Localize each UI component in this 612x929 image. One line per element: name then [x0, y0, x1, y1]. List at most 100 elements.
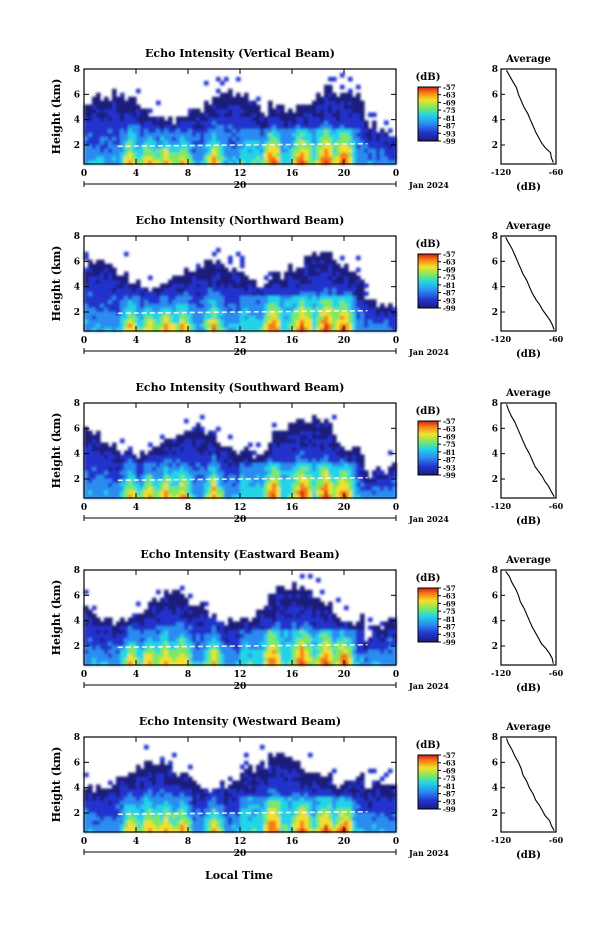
avg-y-tick-label: 2 — [492, 141, 498, 151]
bright-band-line — [117, 810, 368, 816]
y-tick-label: 2 — [74, 809, 80, 819]
x-tick-label: 0 — [81, 336, 87, 346]
avg-x-tick-label: -120 — [491, 334, 511, 344]
avg-y-tick-label: 6 — [492, 758, 498, 768]
panel-1: Echo Intensity (Northward Beam) 2 4 6 8 0 4 8 12… — [50, 214, 564, 360]
avg-profile-line — [505, 237, 555, 330]
x-tick-label: 0 — [393, 169, 399, 179]
colorbar-tick-label: -93 — [443, 296, 456, 305]
colorbar-unit: (dB) — [416, 72, 441, 83]
colorbar-tick-label: -75 — [443, 774, 456, 783]
y-tick-label: 2 — [74, 475, 80, 485]
y-axis-label: Height (km) — [50, 747, 63, 823]
avg-y-tick-label: 2 — [492, 642, 498, 652]
avg-y-tick-label: 8 — [492, 232, 498, 242]
colorbar-tick-label: -63 — [443, 592, 456, 601]
colorbar-tick-label: -93 — [443, 129, 456, 138]
x-tick-label: 12 — [234, 670, 247, 680]
colorbar-tick-label: -57 — [443, 751, 456, 760]
x-tick-label: 12 — [234, 169, 247, 179]
panel-4: Echo Intensity (Westward Beam) 2 4 6 8 0 4 8 12 1… — [50, 715, 564, 861]
avg-title: Average — [505, 722, 551, 733]
day-label: 20 — [234, 181, 247, 191]
x-tick-label: 8 — [185, 670, 191, 680]
heatmap-field — [84, 744, 397, 833]
x-tick-label: 16 — [286, 503, 299, 513]
x-tick-label: 8 — [185, 336, 191, 346]
panel-title: Echo Intensity (Westward Beam) — [139, 715, 341, 728]
x-tick-label: 8 — [185, 503, 191, 513]
colorbar — [417, 420, 439, 476]
heatmap-field — [84, 247, 397, 332]
colorbar-tick-label: -57 — [443, 584, 456, 593]
x-tick-label: 0 — [81, 670, 87, 680]
colorbar-tick-label: -93 — [443, 797, 456, 806]
colorbar — [417, 587, 439, 643]
x-axis-label: Local Time — [205, 869, 273, 882]
y-tick-label: 2 — [74, 141, 80, 151]
avg-x-tick-label: -60 — [549, 501, 564, 511]
colorbar-tick-label: -69 — [443, 98, 456, 107]
avg-y-tick-label: 2 — [492, 809, 498, 819]
panel-2: Echo Intensity (Southward Beam) 2 4 6 8 0 4 8 12… — [50, 381, 564, 527]
y-tick-label: 6 — [74, 758, 80, 768]
x-tick-label: 20 — [338, 837, 351, 847]
colorbar-tick-label: -81 — [443, 281, 456, 290]
y-tick-label: 2 — [74, 642, 80, 652]
x-tick-label: 4 — [133, 503, 139, 513]
panel-title: Echo Intensity (Northward Beam) — [136, 214, 345, 227]
colorbar-tick-label: -81 — [443, 615, 456, 624]
heatmap-field — [84, 414, 397, 499]
date-label: Jan 2024 — [408, 347, 449, 357]
avg-title: Average — [505, 555, 551, 566]
bright-band-line — [117, 142, 368, 148]
colorbar — [417, 754, 439, 810]
panel-title: Echo Intensity (Eastward Beam) — [140, 548, 339, 561]
colorbar-unit: (dB) — [416, 573, 441, 584]
x-tick-label: 16 — [286, 670, 299, 680]
y-tick-label: 8 — [74, 399, 80, 409]
x-tick-label: 16 — [286, 169, 299, 179]
avg-y-tick-label: 4 — [492, 784, 498, 794]
avg-profile-line — [505, 738, 555, 831]
colorbar-tick-label: -99 — [443, 805, 456, 814]
y-tick-label: 4 — [74, 116, 80, 126]
colorbar — [417, 253, 439, 309]
panel-title: Echo Intensity (Southward Beam) — [136, 381, 345, 394]
colorbar-unit: (dB) — [416, 239, 441, 250]
avg-y-tick-label: 8 — [492, 733, 498, 743]
colorbar-tick-label: -99 — [443, 304, 456, 313]
avg-profile-line — [505, 404, 555, 497]
avg-title: Average — [505, 54, 551, 65]
x-tick-label: 0 — [393, 336, 399, 346]
colorbar-tick-label: -81 — [443, 114, 456, 123]
x-tick-label: 4 — [133, 336, 139, 346]
avg-y-tick-label: 2 — [492, 475, 498, 485]
day-label: 20 — [234, 348, 247, 358]
avg-x-label: (dB) — [516, 182, 541, 193]
colorbar-tick-label: -87 — [443, 289, 456, 298]
x-tick-label: 12 — [234, 837, 247, 847]
x-tick-label: 20 — [338, 336, 351, 346]
colorbar-tick-label: -69 — [443, 599, 456, 608]
bright-band-line — [117, 309, 368, 315]
avg-y-tick-label: 6 — [492, 257, 498, 267]
x-tick-label: 20 — [338, 503, 351, 513]
x-tick-label: 8 — [185, 837, 191, 847]
colorbar-unit: (dB) — [416, 406, 441, 417]
y-tick-label: 4 — [74, 450, 80, 460]
avg-x-tick-label: -120 — [491, 835, 511, 845]
avg-x-tick-label: -120 — [491, 501, 511, 511]
avg-x-tick-label: -120 — [491, 668, 511, 678]
avg-x-tick-label: -60 — [549, 334, 564, 344]
y-tick-label: 8 — [74, 566, 80, 576]
x-tick-label: 16 — [286, 336, 299, 346]
colorbar-tick-label: -63 — [443, 258, 456, 267]
colorbar-tick-label: -87 — [443, 790, 456, 799]
avg-x-label: (dB) — [516, 516, 541, 527]
avg-frame — [500, 402, 557, 499]
date-label: Jan 2024 — [408, 848, 449, 858]
avg-y-tick-label: 8 — [492, 566, 498, 576]
avg-y-tick-label: 8 — [492, 65, 498, 75]
avg-x-tick-label: -60 — [549, 668, 564, 678]
